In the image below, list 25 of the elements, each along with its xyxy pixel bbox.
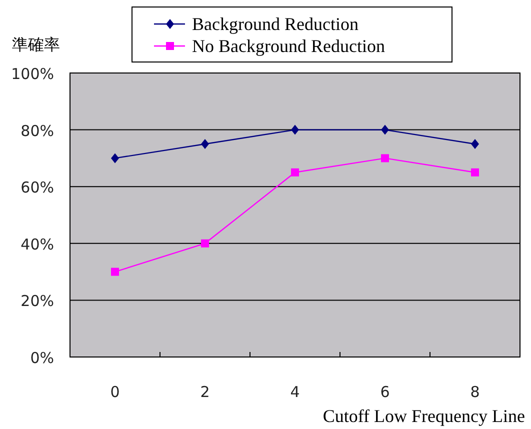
point [201,139,209,149]
x-tick-label: 2 [200,383,210,401]
x-tick-label: 0 [110,383,120,401]
point [111,268,119,276]
legend-label: Background Reduction [192,14,358,34]
y-axis-title: 準確率 [12,35,60,54]
point [381,124,389,135]
x-tick-label: 4 [290,383,300,401]
y-tick-label: 100% [11,65,54,83]
y-tick-label: 80% [20,122,54,140]
y-tick-label: 40% [20,235,54,254]
point [291,124,299,135]
point [471,168,479,176]
y-tick-label: 20% [20,292,54,310]
legend-label: No Background Reduction [192,36,385,56]
y-tick-label: 60% [20,178,54,197]
x-tick-label: 8 [470,383,480,401]
x-axis-title: Cutoff Low Frequency Line [322,406,526,426]
point [291,168,299,176]
y-tick-label: 0% [30,349,54,367]
point [471,139,479,149]
point [381,154,389,162]
point [201,239,209,248]
x-tick-label: 6 [380,383,390,401]
point [111,153,119,164]
